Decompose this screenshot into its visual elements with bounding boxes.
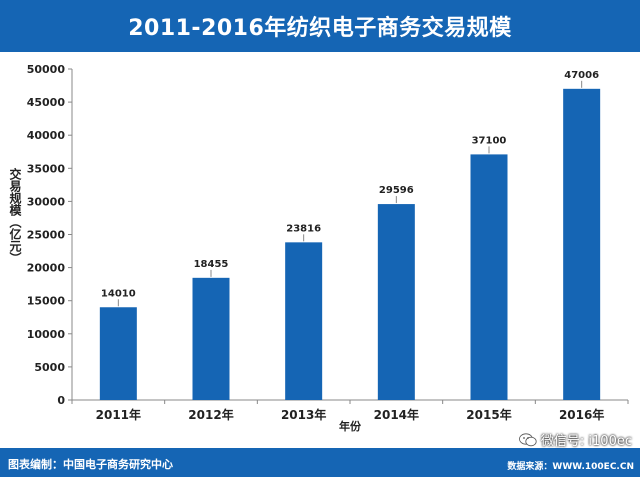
- y-tick-label: 50000: [27, 63, 66, 76]
- footer-credit: 图表编制：中国电子商务研究中心: [8, 458, 173, 471]
- x-tick-label: 2012年: [188, 407, 233, 422]
- bar: [470, 154, 508, 400]
- bar: [285, 242, 323, 400]
- y-tick-label: 25000: [27, 229, 66, 242]
- data-label: 14010: [101, 288, 136, 299]
- wechat-id: 微信号: i100ec: [540, 434, 632, 449]
- y-tick-label: 0: [57, 394, 65, 407]
- wechat-icon: [519, 432, 537, 447]
- y-axis-label: 交易规模（亿元）: [8, 168, 22, 264]
- y-tick-label: 40000: [27, 129, 66, 142]
- footer-bar: 图表编制：中国电子商务研究中心 数据来源：WWW.100EC.CN: [0, 448, 640, 477]
- bar: [563, 88, 601, 400]
- y-tick-label: 20000: [27, 262, 66, 275]
- y-tick-label: 15000: [27, 295, 66, 308]
- y-tick-label: 10000: [27, 328, 66, 341]
- x-tick-label: 2014年: [374, 407, 419, 422]
- bar: [192, 277, 230, 400]
- x-tick-label: 2015年: [466, 407, 511, 422]
- bar: [99, 307, 137, 400]
- bar-chart: 0 5000 10000 15000 20000 25000 30000 35000 40000…: [27, 63, 629, 422]
- footer-source: 数据来源：WWW.100EC.CN: [507, 462, 634, 472]
- x-axis-label: 年份: [339, 420, 361, 433]
- y-tick-label: 35000: [27, 162, 66, 175]
- data-label: 18455: [194, 259, 229, 270]
- data-label: 23816: [286, 223, 321, 234]
- y-tick-label: 5000: [34, 361, 65, 374]
- x-tick-label: 2016年: [559, 407, 604, 422]
- data-label: 29596: [379, 185, 414, 196]
- chart-title: 2011-2016年纺织电子商务交易规模: [128, 16, 512, 41]
- y-tick-label: 30000: [27, 195, 66, 208]
- x-tick-label: 2011年: [96, 407, 141, 422]
- wechat-watermark: 微信号: i100ec: [519, 430, 632, 449]
- y-tick-label: 45000: [27, 96, 66, 109]
- x-tick-label: 2013年: [281, 407, 326, 422]
- data-label: 47006: [564, 70, 599, 81]
- bar: [377, 204, 415, 400]
- title-bar: 2011-2016年纺织电子商务交易规模: [0, 0, 640, 52]
- data-label: 37100: [472, 135, 507, 146]
